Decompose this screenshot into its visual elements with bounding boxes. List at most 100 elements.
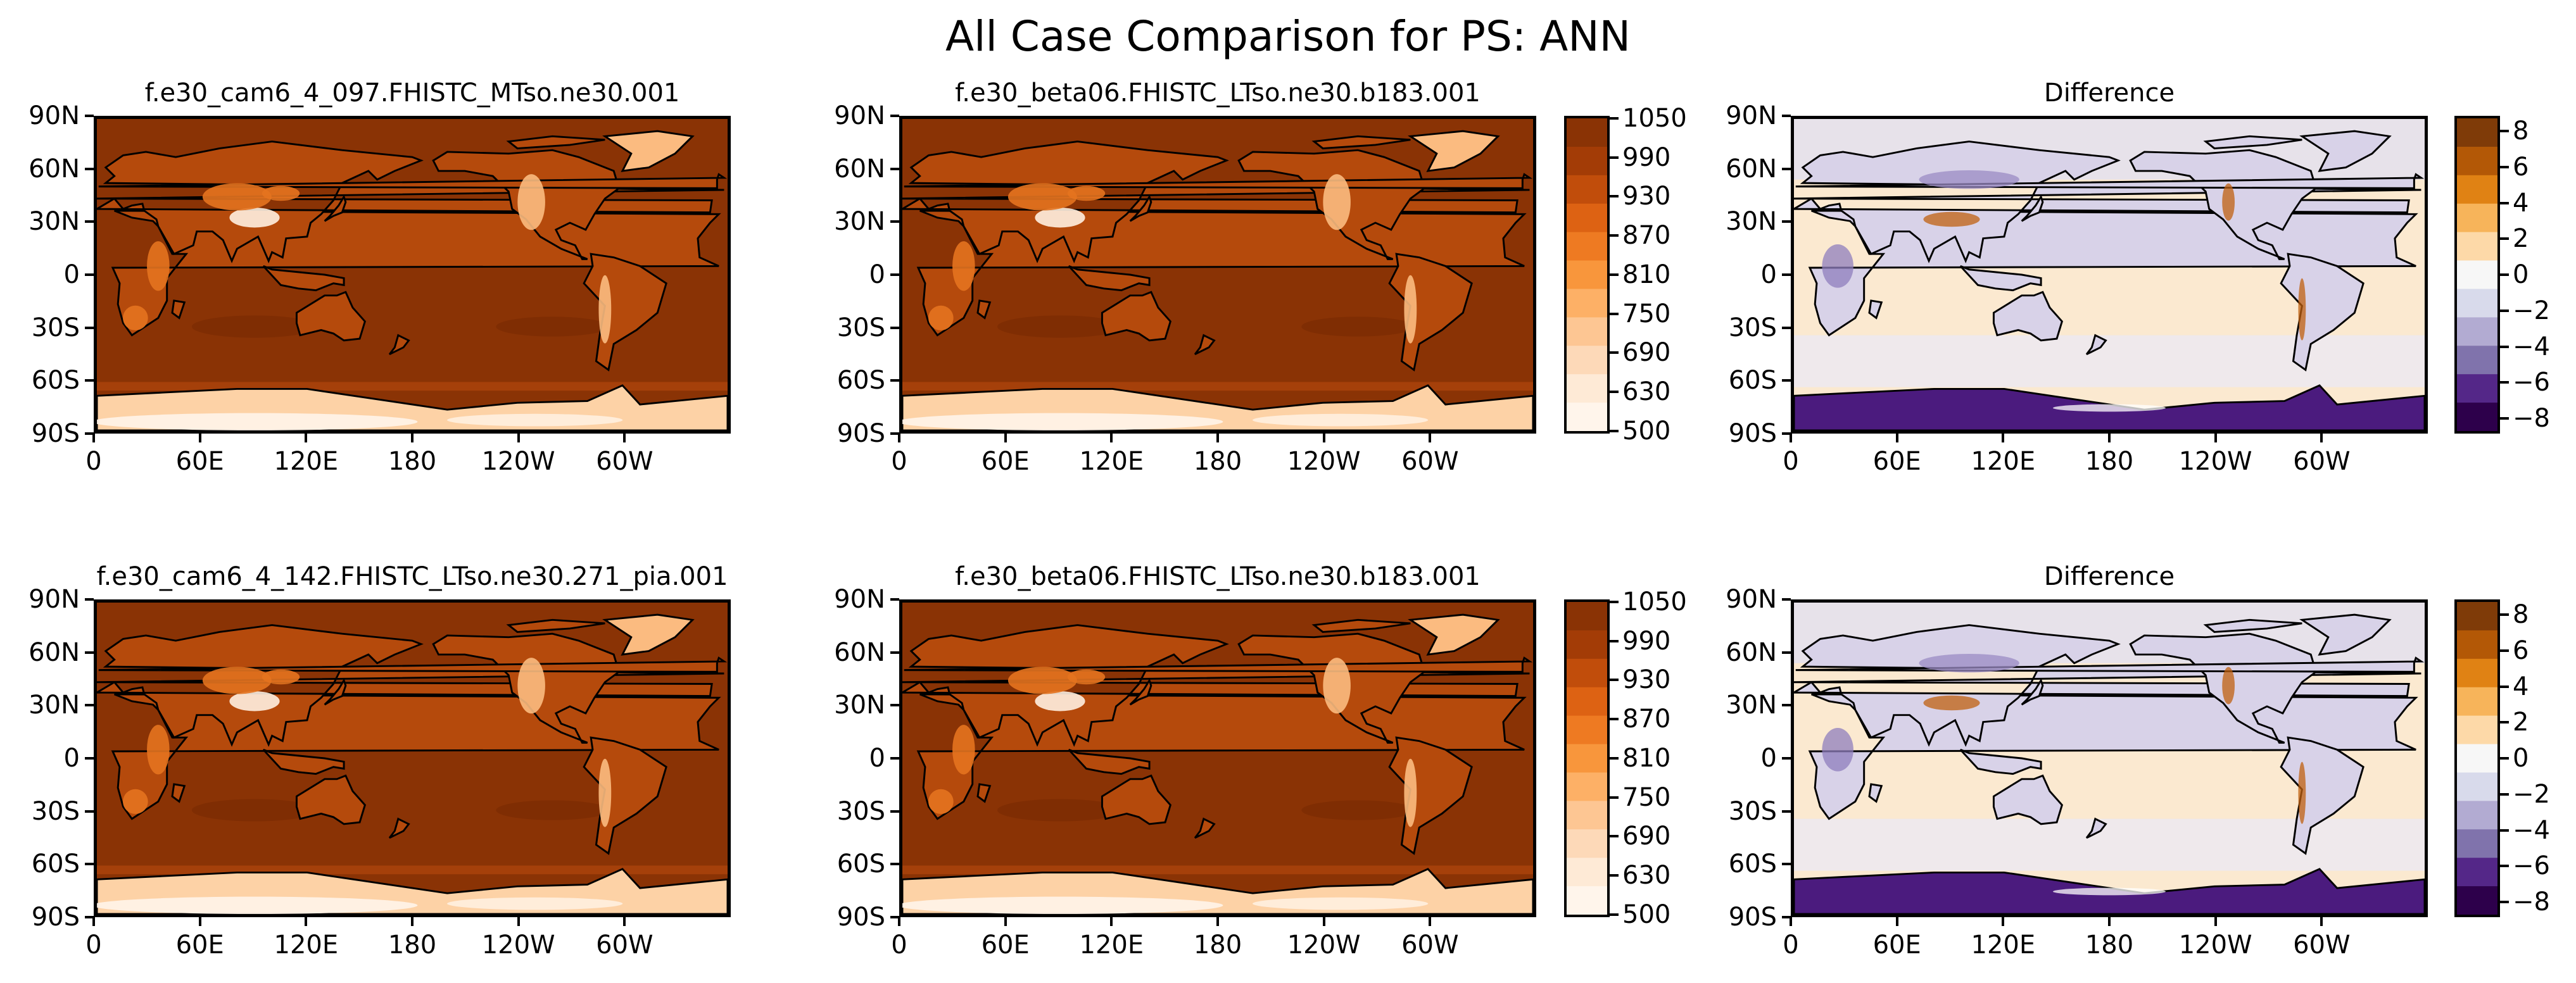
colorbar-tick-label: −4 bbox=[2513, 815, 2550, 845]
continent-arctic-islands bbox=[506, 618, 605, 633]
x-tick-label: 120W bbox=[2178, 930, 2252, 960]
diff-colorbar-row2 bbox=[2454, 599, 2500, 917]
x-tick-mark bbox=[2320, 434, 2323, 442]
pressure-high-indian bbox=[997, 799, 1123, 822]
colorbar-tick-label: 870 bbox=[1622, 221, 1671, 251]
x-tick-label: 60E bbox=[981, 447, 1030, 476]
x-tick-label: 60W bbox=[2293, 447, 2351, 476]
colorbar-tick-label: 500 bbox=[1622, 416, 1671, 446]
y-tick-label: 30N bbox=[834, 691, 885, 720]
continent-indonesia bbox=[1068, 749, 1151, 775]
diff-feature-antarctic-white bbox=[2052, 887, 2166, 896]
relief-antarctic-east bbox=[1253, 897, 1429, 910]
x-tick-label: 0 bbox=[1783, 930, 1799, 960]
colorbar-band bbox=[2457, 403, 2497, 431]
continent-madagascar bbox=[171, 783, 186, 803]
relief-east-africa bbox=[147, 725, 170, 775]
y-tick-label: 90S bbox=[31, 903, 80, 932]
colorbar-band bbox=[2457, 232, 2497, 261]
diff-feature-rockies-pos bbox=[2222, 183, 2235, 221]
map-panel-3 bbox=[1791, 116, 2428, 434]
colorbar-tick-label: 990 bbox=[1622, 626, 1671, 656]
x-tick-mark bbox=[2320, 917, 2323, 926]
diff-feature-andes-pos bbox=[2298, 278, 2306, 341]
colorbar-band bbox=[2457, 658, 2497, 688]
colorbar-band bbox=[1567, 630, 1607, 660]
map-svg-4 bbox=[97, 603, 728, 914]
continent-arctic-islands bbox=[506, 135, 605, 149]
colorbar-tick-mark bbox=[2500, 792, 2509, 796]
y-tick-label: 30N bbox=[1726, 207, 1777, 237]
y-tick-mark bbox=[1782, 916, 1791, 918]
colorbar-tick-mark bbox=[2500, 829, 2509, 832]
x-tick-label: 120E bbox=[1971, 930, 2036, 960]
continent-new-zealand bbox=[388, 334, 410, 356]
y-tick-mark bbox=[890, 326, 899, 329]
relief-central-asia bbox=[1007, 183, 1077, 211]
colorbar-band bbox=[1567, 772, 1607, 802]
relief-antarctic-interior bbox=[902, 413, 1223, 430]
y-tick-label: 30N bbox=[28, 691, 80, 720]
x-tick-label: 180 bbox=[2085, 447, 2134, 476]
map-svg-2 bbox=[902, 119, 1533, 430]
diff-feature-africa-neg bbox=[1822, 244, 1853, 288]
southern-ocean-low bbox=[97, 382, 728, 391]
continent-uk bbox=[98, 656, 728, 673]
x-tick-label: 120W bbox=[1287, 930, 1361, 960]
x-tick-label: 180 bbox=[388, 930, 437, 960]
x-tick-mark bbox=[1216, 917, 1219, 926]
colorbar-tick-mark bbox=[2500, 381, 2509, 384]
southern-ocean-low bbox=[902, 382, 1533, 391]
colorbar-tick-label: −8 bbox=[2513, 887, 2550, 917]
y-tick-label: 60S bbox=[31, 366, 80, 396]
y-tick-mark bbox=[1782, 379, 1791, 382]
relief-andes bbox=[598, 275, 612, 344]
y-tick-mark bbox=[1782, 273, 1791, 276]
x-tick-mark bbox=[898, 434, 900, 442]
y-tick-mark bbox=[1782, 651, 1791, 654]
diff-colorbar-row1-svg bbox=[2457, 118, 2497, 431]
x-tick-mark bbox=[1322, 917, 1325, 926]
continent-greenland bbox=[602, 613, 695, 656]
x-tick-label: 60E bbox=[1872, 447, 1921, 476]
x-tick-mark bbox=[1110, 434, 1113, 442]
relief-antarctic-east bbox=[1253, 413, 1429, 427]
colorbar-band bbox=[2457, 602, 2497, 631]
colorbar-tick-mark bbox=[1610, 679, 1619, 682]
panel-title: f.e30_beta06.FHISTC_LTso.ne30.b183.001 bbox=[955, 562, 1481, 591]
colorbar-tick-label: −2 bbox=[2513, 779, 2550, 809]
x-tick-mark bbox=[517, 917, 520, 926]
colorbar-tick-mark bbox=[1610, 835, 1619, 838]
x-tick-label: 60E bbox=[175, 447, 224, 476]
pressure-high-indian bbox=[191, 799, 318, 822]
y-tick-label: 90S bbox=[31, 419, 80, 448]
x-tick-mark bbox=[305, 434, 308, 442]
colorbar-tick-label: 690 bbox=[1622, 822, 1671, 851]
relief-antarctic-interior bbox=[902, 896, 1223, 914]
y-tick-label: 60N bbox=[1726, 637, 1777, 667]
x-tick-mark bbox=[1110, 917, 1113, 926]
pressure-high-south-pacific bbox=[1301, 316, 1415, 337]
colorbar-tick-label: 690 bbox=[1622, 338, 1671, 368]
relief-south-africa bbox=[928, 789, 954, 814]
y-tick-mark bbox=[890, 115, 899, 117]
y-tick-label: 60N bbox=[28, 637, 80, 667]
y-tick-mark bbox=[890, 432, 899, 435]
x-tick-mark bbox=[1790, 917, 1792, 926]
y-tick-mark bbox=[1782, 704, 1791, 707]
southern-ocean-band bbox=[1794, 335, 2425, 387]
colorbar-band bbox=[2457, 118, 2497, 147]
y-tick-label: 30S bbox=[1728, 313, 1777, 342]
x-tick-mark bbox=[623, 434, 626, 442]
continent-australia bbox=[1101, 774, 1172, 825]
relief-mongolia bbox=[262, 185, 300, 201]
x-tick-mark bbox=[411, 917, 414, 926]
colorbar-tick-label: 6 bbox=[2513, 152, 2529, 182]
colorbar-tick-label: 4 bbox=[2513, 188, 2529, 218]
colorbar-band bbox=[2457, 801, 2497, 830]
colorbar-band bbox=[2457, 772, 2497, 802]
colorbar-band bbox=[1567, 118, 1607, 147]
colorbar-band bbox=[1567, 175, 1607, 204]
continent-greenland bbox=[602, 130, 695, 172]
x-tick-label: 180 bbox=[2085, 930, 2134, 960]
